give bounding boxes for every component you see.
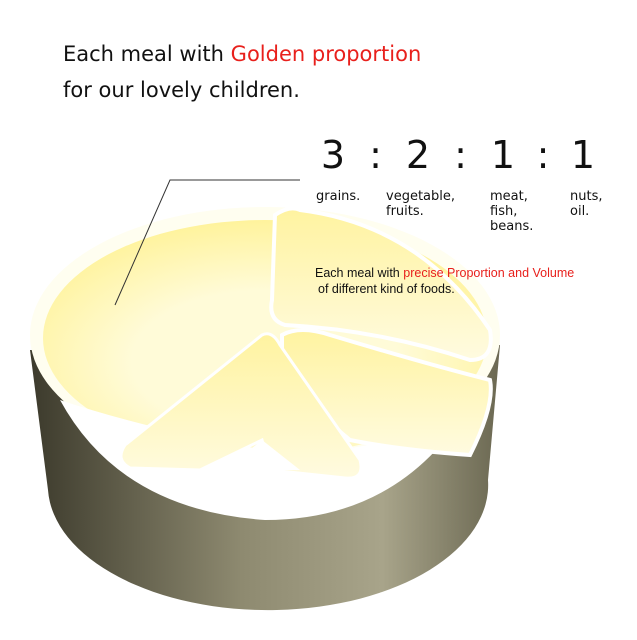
ratio-label: oil. bbox=[570, 204, 590, 219]
ratio-label: grains. bbox=[316, 189, 361, 204]
ratio-label: fruits. bbox=[386, 204, 424, 219]
ratio-number: 2 bbox=[405, 133, 431, 177]
ratio-label: beans. bbox=[490, 219, 534, 234]
ratio-label: nuts, bbox=[570, 189, 603, 204]
compartment bbox=[269, 206, 493, 363]
compartment bbox=[119, 332, 363, 480]
pointer-line bbox=[114, 179, 300, 306]
ratio-number: 1 bbox=[570, 133, 596, 177]
ratio-label: vegetable, bbox=[386, 189, 455, 204]
ratio-label: meat, bbox=[490, 189, 528, 204]
ratio-number: 3 bbox=[320, 133, 346, 177]
note: Each meal with precise Proportion and Vo… bbox=[315, 266, 575, 280]
ratio-label: fish, bbox=[490, 204, 518, 219]
ratio-separator: : bbox=[536, 133, 550, 177]
ratio-separator: : bbox=[369, 133, 382, 177]
note: of different kind of foods. bbox=[318, 282, 455, 296]
ratio-number: 1 bbox=[490, 133, 516, 177]
compartment-gap bbox=[225, 440, 300, 470]
ratio-separator: : bbox=[454, 133, 467, 177]
headline: Each meal with Golden proportion bbox=[63, 42, 422, 66]
headline: for our lovely children. bbox=[63, 78, 300, 102]
